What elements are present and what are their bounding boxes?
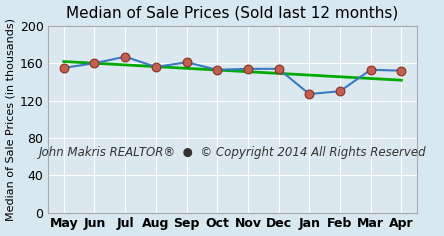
Point xyxy=(91,61,98,65)
Y-axis label: Median of Sale Prices (in thousands): Median of Sale Prices (in thousands) xyxy=(6,18,16,221)
Title: Median of Sale Prices (Sold last 12 months): Median of Sale Prices (Sold last 12 mont… xyxy=(67,6,399,21)
Point xyxy=(244,67,251,71)
Point xyxy=(152,65,159,69)
Point xyxy=(183,60,190,64)
Point xyxy=(337,89,344,93)
Point xyxy=(306,92,313,96)
Point xyxy=(367,68,374,72)
Text: John Makris REALTOR®  ●  © Copyright 2014 All Rights Reserved: John Makris REALTOR® ● © Copyright 2014 … xyxy=(39,146,426,159)
Point xyxy=(122,55,129,59)
Point xyxy=(398,69,405,73)
Point xyxy=(214,68,221,72)
Point xyxy=(275,67,282,71)
Point xyxy=(60,66,67,70)
